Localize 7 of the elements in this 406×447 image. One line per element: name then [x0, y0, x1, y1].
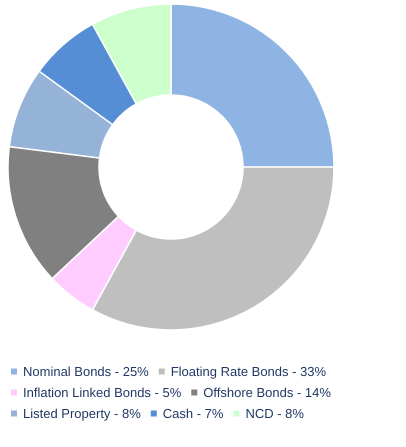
- legend-label: Offshore Bonds - 14%: [203, 385, 332, 400]
- legend-label: Cash - 7%: [162, 406, 224, 421]
- legend-label: Inflation Linked Bonds - 5%: [23, 385, 182, 400]
- legend-label: Nominal Bonds - 25%: [23, 364, 150, 379]
- legend-label: Listed Property - 8%: [23, 406, 142, 421]
- legend-label: NCD - 8%: [245, 406, 304, 421]
- legend-label: Floating Rate Bonds - 33%: [170, 364, 327, 379]
